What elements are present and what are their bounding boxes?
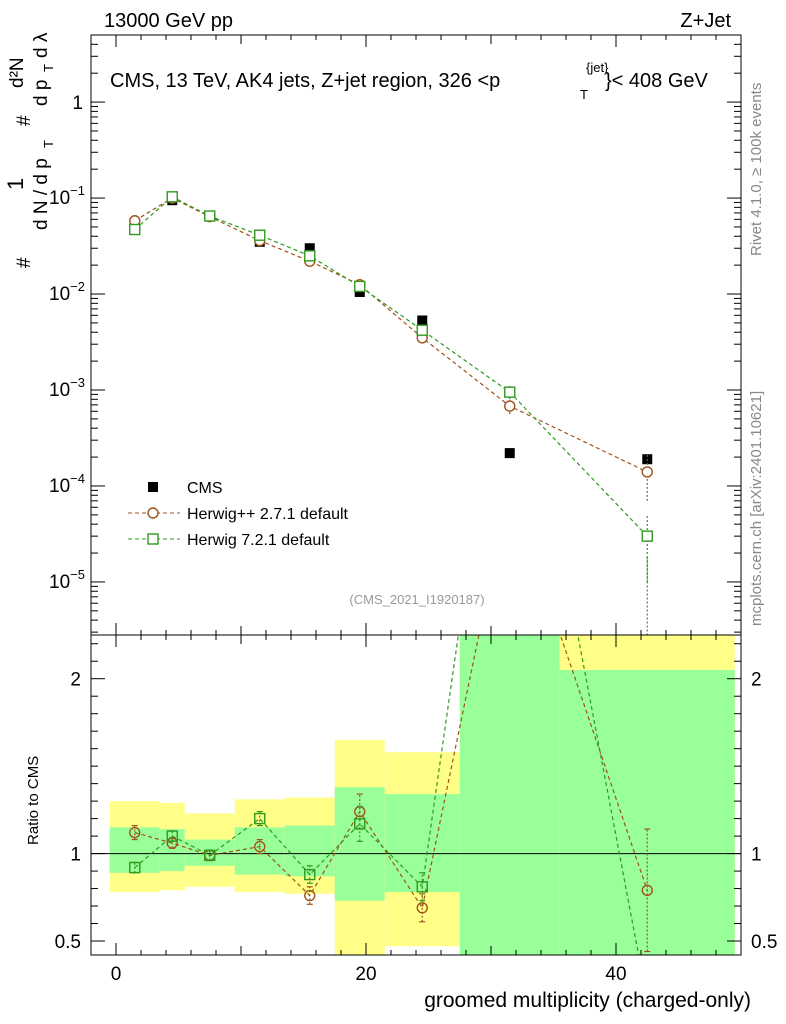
header-left-title: 13000 GeV pp	[104, 10, 233, 32]
legend: CMS Herwig++ 2.7.1 default Herwig 7.2.1 …	[128, 480, 349, 549]
ylabel-hash-1: #	[14, 257, 35, 268]
ratio-point-herwigpp-1	[166, 837, 178, 849]
main-series-clipped	[129, 191, 653, 635]
plot-title-subscript: T	[580, 87, 588, 102]
ratio-line-herwig7	[134, 635, 640, 955]
main-point-herwig7-4	[304, 250, 316, 262]
plot-title-superscript: {jet}	[586, 60, 609, 75]
ratio-point-herwig7-4	[304, 868, 316, 881]
ratio-point-herwig7-6	[416, 881, 428, 893]
main-point-herwigpp-7	[504, 400, 516, 412]
ratio-point-herwigpp-6	[416, 902, 428, 914]
main-point-herwig7-2	[204, 210, 216, 222]
main-series	[129, 191, 653, 635]
plot-title-tail: }< 408 GeV	[605, 70, 709, 92]
main-point-herwigpp-8	[641, 466, 653, 478]
ylabel-fraction-1-num: 1	[3, 178, 28, 190]
ratio-ytick-label-right-0: 0.5	[751, 932, 777, 953]
ratio-point-herwigpp-8	[641, 884, 653, 897]
ylabel-sub-T-2: T	[41, 64, 56, 72]
main-ytick-label-4: 10−4	[49, 471, 85, 497]
ylabel-num-2: d²N	[7, 57, 28, 88]
ylabel-den-2: d p	[31, 80, 52, 106]
ratio-series	[129, 272, 653, 955]
xtick-label-0: 0	[111, 964, 122, 985]
ylabel-dlambda: d λ	[31, 32, 52, 58]
ratio-point-herwig7-0	[129, 861, 141, 874]
main-point-cms-4	[304, 243, 315, 254]
ratio-band-green-8	[559, 669, 735, 955]
ratio-ytick-label-left-1: 1	[70, 845, 81, 866]
legend-cms-label: CMS	[187, 480, 223, 497]
legend-herwig7-label: Herwig 7.2.1 default	[187, 532, 330, 549]
axes: 1 10−1 10−2 10−3 10−4 10−5 0 20 40 0.5 0.5 1 1 2 2	[49, 34, 777, 985]
main-point-cms-6	[417, 315, 428, 326]
ratio-band-green-7	[459, 635, 560, 955]
ratio-point-herwig7-2	[204, 849, 216, 862]
ratio-point-herwig7-3	[254, 812, 266, 825]
x-axis-title: groomed multiplicity (charged-only)	[424, 989, 751, 1012]
ratio-series-clipped	[129, 272, 653, 955]
main-point-herwig7-5	[354, 280, 366, 293]
xtick-label-2: 40	[605, 964, 626, 985]
main-y-axis-title: # 1 d N / d p T # d²N d p T d λ	[3, 32, 56, 268]
main-point-herwig7-0	[129, 223, 141, 236]
main-point-herwig7-1	[166, 191, 178, 203]
ylabel-sub-T-1: T	[41, 140, 56, 148]
ylabel-fraction-1-den: d N / d p	[31, 158, 52, 230]
main-point-herwig7-6	[416, 324, 428, 336]
ratio-uncertainty-bands	[91, 635, 741, 955]
ratio-y-axis-title: Ratio to CMS	[25, 756, 42, 845]
main-ytick-label-3: 10−3	[49, 375, 85, 401]
plot-title-main: CMS, 13 TeV, AK4 jets, Z+jet region, 326…	[110, 70, 500, 92]
main-point-herwig7-3	[254, 229, 266, 241]
legend-herwigpp-label: Herwig++ 2.7.1 default	[187, 506, 349, 523]
ratio-ytick-label-left-2: 2	[70, 670, 81, 691]
main-point-herwig7-8	[641, 530, 653, 542]
ratio-ytick-label-right-2: 2	[751, 670, 762, 691]
main-ytick-label-5: 10−5	[49, 567, 85, 593]
ylabel-hash-2: #	[14, 115, 35, 126]
main-ytick-label-0: 1	[72, 93, 83, 114]
main-ytick-label-2: 10−2	[49, 279, 85, 305]
plot-title: CMS, 13 TeV, AK4 jets, Z+jet region, 326…	[110, 60, 709, 102]
main-point-cms-7	[504, 448, 515, 459]
ratio-band-green-4	[284, 825, 335, 877]
header-right-title: Z+Jet	[680, 10, 731, 32]
main-point-herwig7-7	[504, 386, 516, 398]
ratio-band-green-2	[184, 839, 235, 866]
ratio-ytick-label-right-1: 1	[751, 845, 762, 866]
main-ytick-label-1: 10−1	[49, 183, 85, 209]
xtick-label-1: 20	[355, 964, 376, 985]
ratio-band-green-6	[384, 794, 460, 893]
ratio-point-herwig7-5	[354, 818, 366, 830]
ratio-point-herwigpp-0	[129, 826, 141, 839]
ratio-point-herwigpp-3	[254, 840, 266, 853]
ratio-point-herwigpp-7	[505, 481, 515, 491]
ratio-point-herwig7-1	[166, 830, 178, 842]
analysis-id-label: (CMS_2021_I1920187)	[349, 592, 484, 607]
ratio-point-herwigpp-4	[304, 889, 316, 902]
legend-herwigpp-marker	[147, 507, 159, 519]
side-label-mcplots: mcplots.cern.ch [arXiv:2401.10621]	[748, 391, 765, 626]
ratio-ytick-label-left-0: 0.5	[55, 932, 81, 953]
ratio-point-herwig7-7	[505, 272, 515, 282]
legend-cms-marker	[148, 482, 158, 492]
main-line-herwigpp	[134, 197, 648, 473]
legend-herwig7-marker	[147, 533, 159, 545]
side-label-rivet: Rivet 4.1.0, ≥ 100k events	[748, 83, 765, 256]
